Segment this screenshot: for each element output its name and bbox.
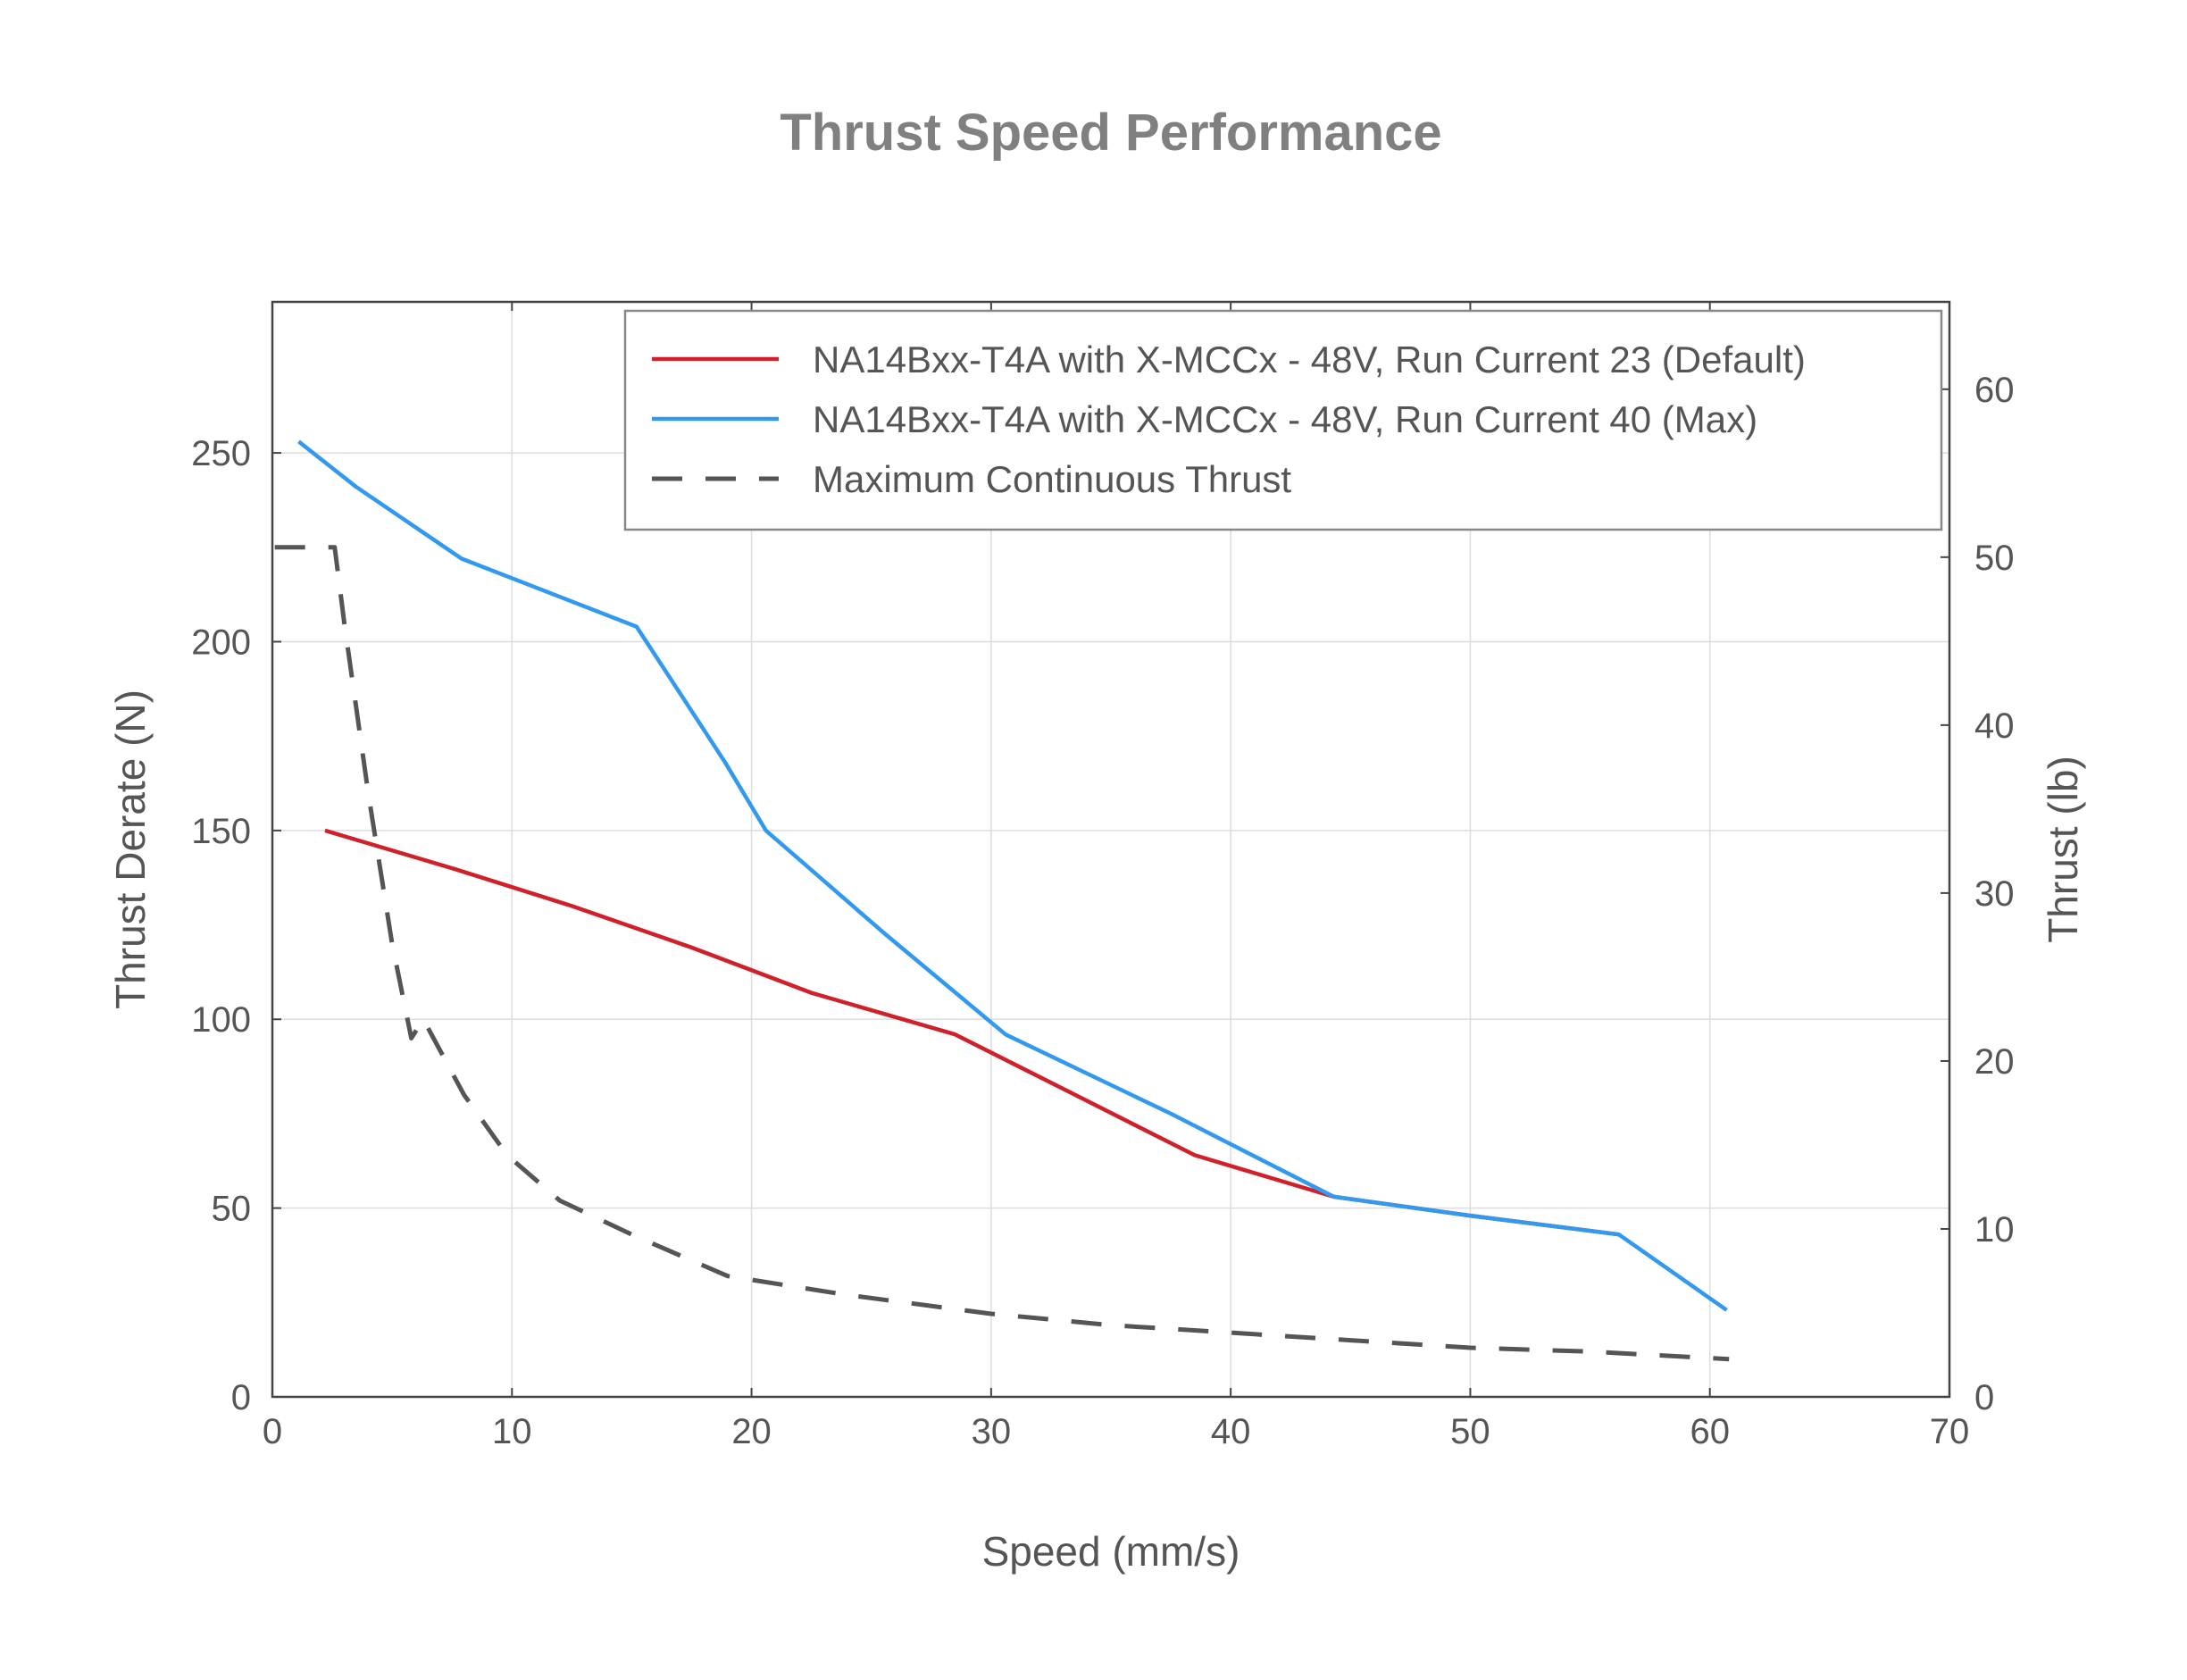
y2-tick-label: 30: [1974, 874, 2015, 914]
axis-ticks: 0 10 20 30 40 50 60 700501001502002500102030405…: [191, 302, 2015, 1451]
x-tick-label: 10: [492, 1412, 532, 1451]
series-line-2: [297, 439, 1728, 1312]
plot-area-frame: [271, 300, 1951, 1399]
y-tick-label: 150: [191, 812, 251, 851]
y-tick-label: 100: [191, 1000, 251, 1040]
y2-tick-label: 0: [1974, 1378, 1994, 1417]
y-tick-label: 0: [231, 1378, 251, 1417]
series-line-1: [324, 828, 1620, 1237]
x-tick-label: 0: [263, 1412, 282, 1451]
legend-box: [623, 309, 1943, 531]
x-tick-label: 40: [1211, 1412, 1251, 1451]
y2-tick-label: 60: [1974, 371, 2015, 410]
legend-label-3: Maximum Continuous Thrust: [813, 458, 1291, 500]
x-tick-label: 70: [1930, 1412, 1970, 1451]
legend: NA14Bxx-T4A with X-MCCx - 48V, Run Curre…: [623, 309, 1943, 531]
y-tick-label: 50: [212, 1190, 252, 1229]
x-tick-label: 50: [1450, 1412, 1490, 1451]
legend-label-1: NA14Bxx-T4A with X-MCCx - 48V, Run Curre…: [813, 339, 1806, 380]
series-line-3: [274, 545, 1730, 1362]
plot-series: [274, 439, 1730, 1362]
y-tick-label: 250: [191, 434, 251, 473]
x-axis-title: Speed (mm/s): [982, 1528, 1240, 1575]
y2-axis-title: Thrust (lb): [2040, 756, 2086, 943]
y2-tick-label: 20: [1974, 1042, 2015, 1082]
x-tick-label: 30: [972, 1412, 1012, 1451]
x-tick-label: 60: [1690, 1412, 1730, 1451]
y2-tick-label: 50: [1974, 539, 2015, 578]
y2-tick-label: 10: [1974, 1210, 2015, 1250]
y-tick-label: 200: [191, 623, 251, 662]
x-tick-label: 20: [731, 1412, 772, 1451]
legend-label-2: NA14Bxx-T4A with X-MCCx - 48V, Run Curre…: [813, 398, 1757, 440]
y-axis-title: Thrust Derate (N): [107, 690, 154, 1009]
y2-tick-label: 40: [1974, 706, 2015, 746]
chart-title: Thrust Speed Performance: [780, 104, 1441, 162]
